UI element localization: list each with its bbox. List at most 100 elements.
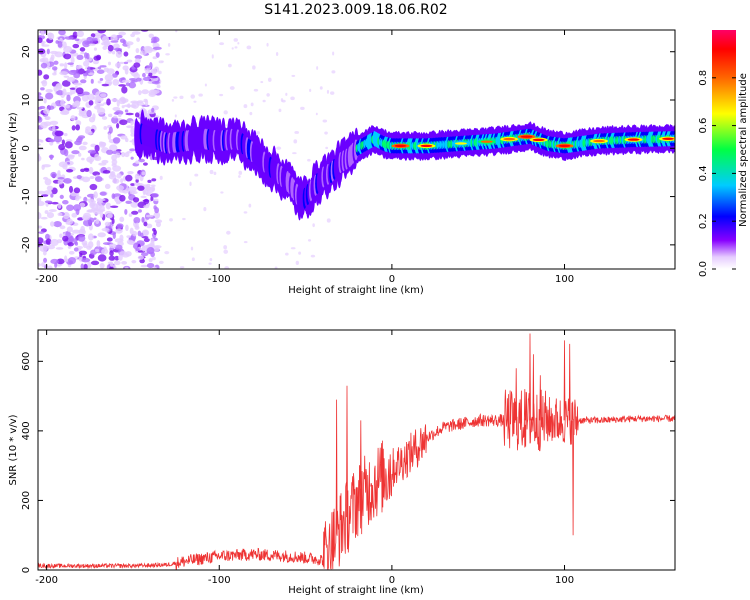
colorbar-tick-label: 0.6	[698, 118, 709, 134]
noise-blob	[72, 31, 78, 38]
noise-blob	[91, 37, 98, 42]
noise-blob	[151, 107, 155, 113]
noise-blob	[198, 93, 203, 97]
noise-blob	[126, 59, 133, 63]
noise-blob	[238, 175, 241, 178]
noise-blob	[62, 199, 69, 205]
noise-blob	[145, 186, 152, 191]
noise-blob	[73, 72, 81, 79]
x-tick-label: 0	[389, 575, 395, 586]
noise-blob	[81, 94, 89, 102]
noise-blob	[43, 190, 53, 195]
noise-blob	[126, 125, 135, 129]
noise-blob	[38, 225, 43, 229]
colorbar: 0.0 0.2 0.4 0.6 0.8 Normalized spectral ampl…	[698, 30, 749, 277]
noise-blob	[326, 218, 331, 223]
noise-blob	[143, 204, 150, 209]
noise-blob	[280, 98, 284, 102]
noise-blob	[92, 96, 98, 100]
noise-blob	[126, 235, 131, 238]
ridge-peak-core	[480, 140, 493, 143]
x-tick-label: -100	[208, 274, 231, 285]
noise-blob	[262, 99, 266, 103]
noise-blob	[44, 200, 53, 204]
noise-blob	[63, 133, 68, 137]
ridge-peak-core	[454, 142, 467, 145]
noise-blob	[70, 69, 78, 73]
noise-blob	[64, 36, 74, 40]
y-tick-label: 400	[21, 421, 32, 440]
noise-blob	[88, 100, 94, 106]
noise-blob	[110, 205, 119, 209]
noise-blob	[57, 212, 63, 217]
noise-blob	[90, 260, 100, 266]
noise-blob	[99, 65, 107, 68]
x-tick-label: 100	[555, 575, 574, 586]
noise-blob	[67, 62, 74, 65]
noise-blob	[93, 32, 103, 37]
noise-blob	[248, 203, 252, 208]
figure-title: S141.2023.009.18.06.R02	[264, 2, 447, 18]
noise-blob	[111, 98, 118, 103]
noise-blob	[41, 262, 46, 268]
noise-blob	[140, 252, 149, 257]
noise-blob	[61, 80, 71, 87]
noise-blob	[278, 108, 282, 113]
noise-blob	[90, 78, 94, 84]
snr-y-axis-label: SNR (10 * v/v)	[8, 414, 19, 485]
noise-blob	[66, 168, 74, 173]
noise-blob	[143, 98, 148, 103]
noise-blob	[58, 161, 68, 168]
noise-blob	[121, 151, 126, 158]
y-tick-label: 200	[21, 491, 32, 510]
noise-blob	[134, 54, 143, 60]
noise-blob	[86, 156, 95, 163]
noise-blob	[74, 100, 81, 107]
noise-blob	[43, 74, 50, 80]
noise-blob	[118, 254, 123, 261]
noise-blob	[66, 204, 74, 211]
noise-blob	[130, 80, 138, 83]
noise-blob	[81, 157, 85, 161]
noise-blob	[220, 191, 224, 194]
noise-blob	[63, 75, 70, 78]
colorbar-gradient	[712, 30, 736, 269]
noise-blob	[43, 121, 52, 127]
noise-blob	[38, 196, 42, 202]
noise-blob	[38, 138, 43, 143]
noise-blob	[54, 130, 64, 137]
noise-blob	[62, 235, 69, 242]
noise-blob	[219, 93, 224, 97]
noise-blob	[274, 266, 278, 269]
noise-blob	[101, 248, 109, 255]
noise-blob	[111, 218, 115, 225]
noise-blob	[77, 152, 82, 157]
noise-blob	[64, 141, 73, 149]
noise-blob	[135, 160, 140, 165]
noise-blob	[150, 196, 154, 202]
noise-blob	[152, 56, 158, 60]
noise-blob	[300, 106, 305, 111]
noise-blob	[252, 65, 256, 70]
noise-blob	[94, 176, 103, 182]
noise-blob	[119, 216, 125, 223]
noise-blob	[224, 266, 230, 269]
noise-blob	[62, 88, 67, 96]
noise-blob	[223, 110, 228, 115]
noise-blob	[151, 178, 157, 182]
spectrogram-marks	[38, 30, 675, 269]
noise-blob	[103, 67, 110, 73]
x-tick-label: -100	[208, 575, 231, 586]
noise-blob	[63, 149, 69, 157]
noise-blob	[82, 40, 91, 48]
noise-blob	[48, 209, 57, 213]
noise-blob	[135, 222, 139, 229]
noise-blob	[116, 223, 124, 229]
noise-blob	[79, 47, 86, 52]
noise-blob	[171, 98, 175, 102]
noise-blob	[107, 132, 112, 141]
noise-blob	[40, 30, 45, 37]
y-tick-label: 0	[21, 145, 32, 151]
noise-blob	[142, 72, 146, 78]
noise-blob	[175, 30, 178, 33]
